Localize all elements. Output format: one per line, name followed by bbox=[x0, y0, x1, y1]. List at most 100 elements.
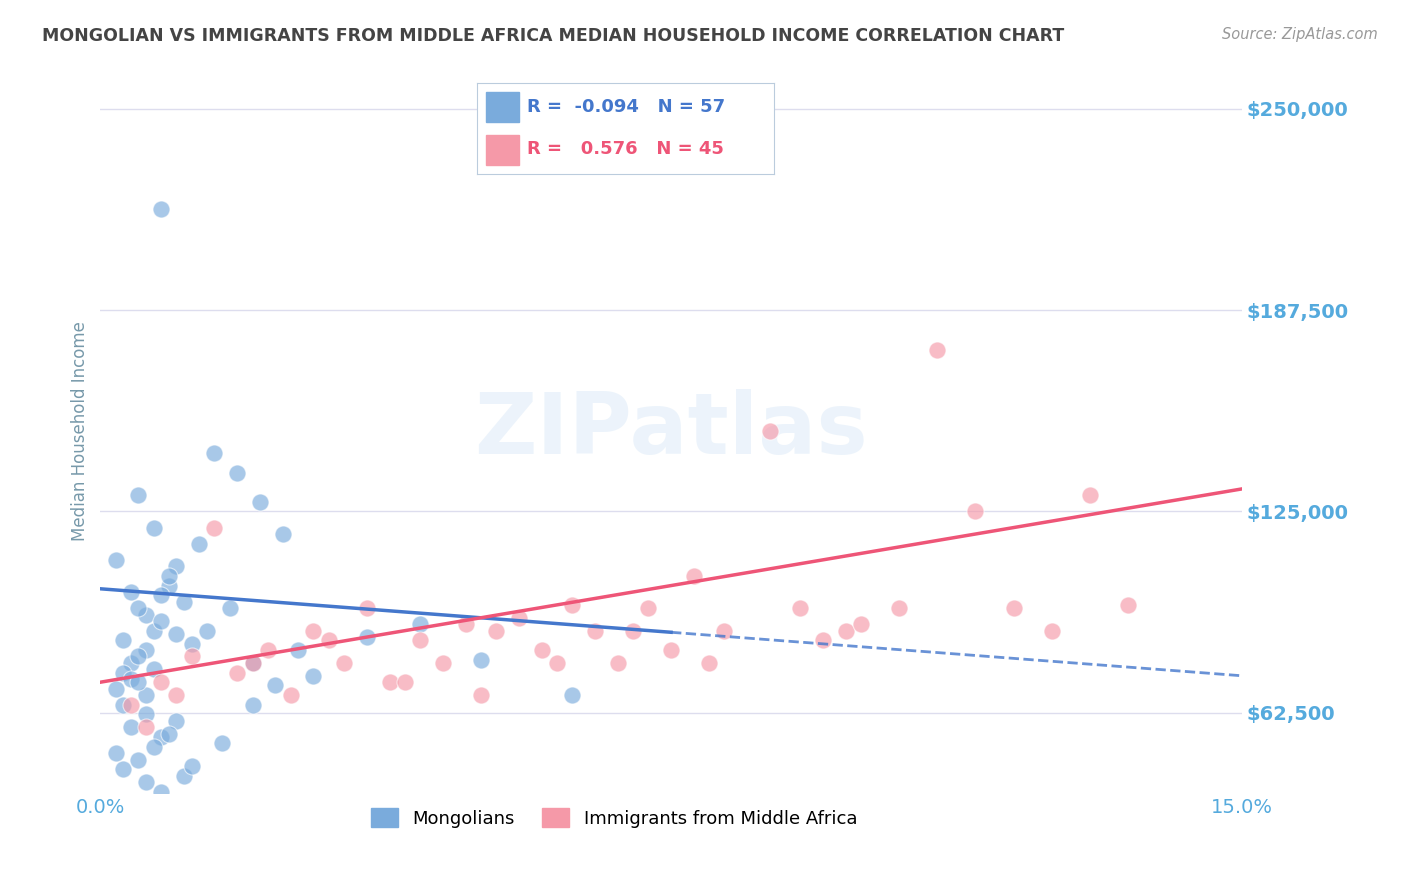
Point bbox=[195, 624, 218, 638]
Point bbox=[318, 633, 340, 648]
Point bbox=[211, 736, 233, 750]
Point bbox=[204, 446, 226, 460]
Text: ZIPatlas: ZIPatlas bbox=[474, 390, 868, 473]
Point bbox=[378, 675, 401, 690]
Point bbox=[112, 633, 135, 648]
Point bbox=[561, 598, 583, 612]
Point bbox=[432, 656, 454, 670]
Point bbox=[135, 720, 157, 734]
Point bbox=[112, 698, 135, 712]
Point bbox=[150, 730, 173, 744]
Point bbox=[835, 624, 858, 638]
Point bbox=[173, 595, 195, 609]
Point bbox=[659, 643, 682, 657]
Point bbox=[142, 520, 165, 534]
Point bbox=[112, 665, 135, 680]
Point bbox=[157, 727, 180, 741]
Point bbox=[851, 617, 873, 632]
Point bbox=[394, 675, 416, 690]
Point bbox=[180, 636, 202, 650]
Point bbox=[530, 643, 553, 657]
Point bbox=[120, 672, 142, 686]
Point bbox=[242, 656, 264, 670]
Point bbox=[127, 675, 149, 690]
Point bbox=[356, 601, 378, 615]
Point bbox=[606, 656, 628, 670]
Point bbox=[409, 617, 432, 632]
Point bbox=[135, 688, 157, 702]
Point bbox=[120, 585, 142, 599]
Point bbox=[1078, 488, 1101, 502]
Point bbox=[889, 601, 911, 615]
Point bbox=[173, 769, 195, 783]
Point bbox=[218, 601, 240, 615]
Point bbox=[508, 611, 530, 625]
Point bbox=[789, 601, 811, 615]
Point bbox=[242, 698, 264, 712]
Point bbox=[713, 624, 735, 638]
Point bbox=[637, 601, 659, 615]
Point bbox=[120, 720, 142, 734]
Point bbox=[165, 714, 187, 728]
Point bbox=[409, 633, 432, 648]
Legend: Mongolians, Immigrants from Middle Africa: Mongolians, Immigrants from Middle Afric… bbox=[364, 801, 865, 835]
Point bbox=[256, 643, 278, 657]
Point bbox=[485, 624, 508, 638]
Point bbox=[927, 343, 949, 358]
Point bbox=[180, 759, 202, 773]
Point bbox=[1116, 598, 1139, 612]
Point bbox=[150, 588, 173, 602]
Point bbox=[683, 569, 706, 583]
Text: MONGOLIAN VS IMMIGRANTS FROM MIDDLE AFRICA MEDIAN HOUSEHOLD INCOME CORRELATION C: MONGOLIAN VS IMMIGRANTS FROM MIDDLE AFRI… bbox=[42, 27, 1064, 45]
Point bbox=[333, 656, 356, 670]
Point bbox=[104, 553, 127, 567]
Point bbox=[470, 688, 492, 702]
Point bbox=[264, 678, 287, 692]
Point bbox=[1040, 624, 1063, 638]
Point bbox=[142, 662, 165, 676]
Point bbox=[226, 665, 249, 680]
Point bbox=[157, 578, 180, 592]
Point bbox=[583, 624, 606, 638]
Point bbox=[150, 614, 173, 628]
Point bbox=[104, 746, 127, 760]
Point bbox=[165, 688, 187, 702]
Point bbox=[135, 707, 157, 722]
Point bbox=[135, 643, 157, 657]
Point bbox=[142, 624, 165, 638]
Point bbox=[356, 630, 378, 644]
Point bbox=[150, 785, 173, 799]
Point bbox=[813, 633, 835, 648]
Point bbox=[127, 488, 149, 502]
Point bbox=[697, 656, 720, 670]
Point bbox=[120, 698, 142, 712]
Point bbox=[302, 624, 325, 638]
Point bbox=[204, 520, 226, 534]
Point bbox=[180, 649, 202, 664]
Y-axis label: Median Household Income: Median Household Income bbox=[72, 321, 89, 541]
Point bbox=[249, 495, 271, 509]
Point bbox=[561, 688, 583, 702]
Point bbox=[280, 688, 302, 702]
Text: Source: ZipAtlas.com: Source: ZipAtlas.com bbox=[1222, 27, 1378, 42]
Point bbox=[127, 601, 149, 615]
Point bbox=[157, 569, 180, 583]
Point bbox=[120, 656, 142, 670]
Point bbox=[759, 424, 782, 438]
Point bbox=[226, 466, 249, 480]
Point bbox=[287, 643, 309, 657]
Point bbox=[470, 653, 492, 667]
Point bbox=[135, 775, 157, 789]
Point bbox=[1002, 601, 1025, 615]
Point bbox=[104, 681, 127, 696]
Point bbox=[150, 202, 173, 216]
Point bbox=[242, 656, 264, 670]
Point bbox=[546, 656, 568, 670]
Point bbox=[302, 669, 325, 683]
Point bbox=[142, 739, 165, 754]
Point bbox=[127, 649, 149, 664]
Point bbox=[165, 559, 187, 574]
Point bbox=[165, 627, 187, 641]
Point bbox=[112, 762, 135, 776]
Point bbox=[621, 624, 644, 638]
